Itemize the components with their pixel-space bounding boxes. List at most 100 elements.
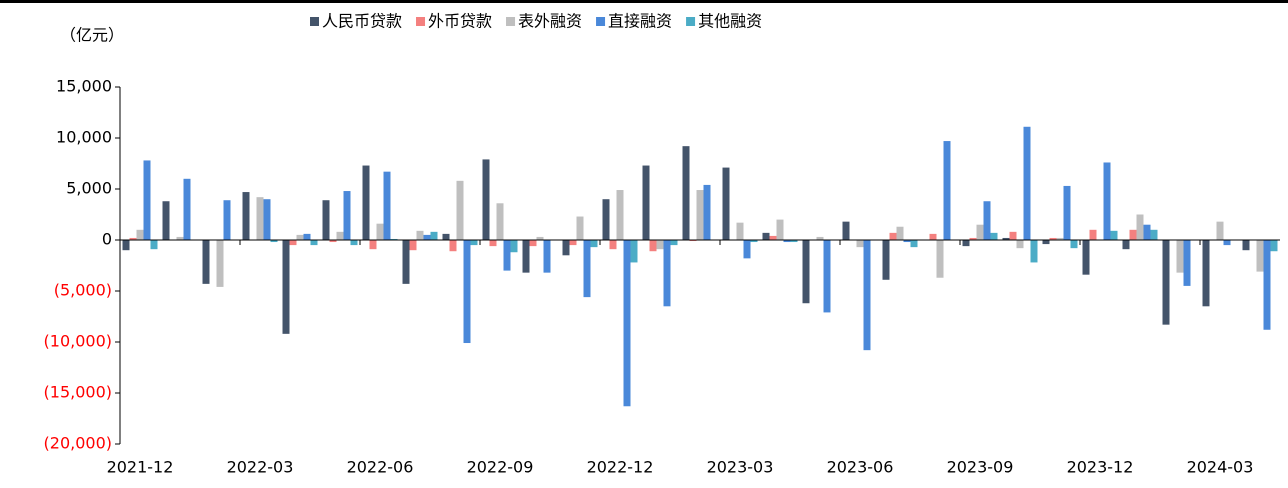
bar — [649, 240, 657, 252]
bar — [1056, 237, 1064, 240]
bar — [682, 146, 690, 240]
bar — [1136, 214, 1144, 240]
x-tick-label: 2023-09 — [947, 458, 1014, 477]
bar — [296, 234, 304, 240]
bar — [522, 240, 530, 273]
bar — [856, 240, 864, 248]
legend-swatch — [686, 17, 696, 26]
y-tick-label: (20,000) — [44, 434, 112, 453]
top-border — [0, 0, 1288, 3]
bar — [1150, 229, 1158, 240]
bar — [663, 240, 671, 307]
bar — [609, 240, 617, 250]
bar — [496, 203, 504, 240]
bar — [343, 191, 351, 240]
bar — [569, 240, 577, 246]
bar — [1070, 240, 1078, 249]
bar — [776, 219, 784, 240]
bar — [1030, 240, 1038, 263]
bar — [362, 165, 370, 240]
bar — [1002, 237, 1010, 240]
bar — [1063, 185, 1071, 240]
bar — [736, 222, 744, 240]
legend-label: 人民币贷款 — [322, 12, 402, 31]
bar — [1110, 230, 1118, 240]
bar — [303, 233, 311, 240]
bar — [402, 240, 410, 284]
bar — [1016, 240, 1024, 249]
legend-label: 外币贷款 — [428, 12, 492, 31]
bar — [943, 141, 951, 240]
bar — [623, 240, 631, 407]
bar — [310, 240, 318, 246]
bar — [1129, 229, 1137, 240]
bar — [656, 240, 664, 250]
bar — [1049, 237, 1057, 240]
bar — [590, 240, 598, 248]
bar — [543, 240, 551, 273]
bar — [470, 240, 478, 246]
bar — [1223, 240, 1231, 246]
x-tick-label: 2023-03 — [707, 458, 774, 477]
bar — [449, 240, 457, 252]
legend-swatch — [416, 17, 426, 26]
bar — [510, 240, 518, 253]
bar — [383, 171, 391, 240]
bar — [1263, 240, 1271, 330]
legend-label: 表外融资 — [518, 12, 582, 31]
bar — [1023, 126, 1031, 240]
bar — [642, 165, 650, 240]
bar — [802, 240, 810, 304]
legend-swatch — [596, 17, 606, 26]
bar — [670, 240, 678, 246]
bar — [882, 240, 890, 280]
bar — [143, 160, 151, 240]
bar — [270, 240, 278, 243]
bar — [463, 240, 471, 344]
bar — [242, 192, 250, 240]
bar — [223, 200, 231, 240]
bar — [976, 224, 984, 240]
bar — [1009, 231, 1017, 240]
bar — [602, 199, 610, 240]
x-tick-label: 2022-03 — [227, 458, 294, 477]
bar — [482, 159, 490, 240]
bar — [1162, 240, 1170, 325]
bar — [529, 240, 537, 247]
bar — [823, 240, 831, 313]
x-tick-label: 2022-12 — [587, 458, 654, 477]
bar — [750, 240, 758, 243]
bar — [409, 240, 417, 251]
bar — [962, 240, 970, 247]
bar — [703, 184, 711, 240]
x-tick-label: 2023-06 — [827, 458, 894, 477]
bar — [1202, 240, 1210, 307]
x-tick-label: 2021-12 — [107, 458, 174, 477]
bar — [536, 236, 544, 240]
y-tick-label: 10,000 — [56, 128, 112, 147]
bar — [442, 233, 450, 240]
bar — [1270, 240, 1278, 252]
bar — [863, 240, 871, 351]
bar — [430, 231, 438, 240]
bar — [769, 235, 777, 240]
bar — [263, 199, 271, 240]
y-tick-label: 15,000 — [56, 77, 112, 96]
bar — [1183, 240, 1191, 286]
x-tick-label: 2023-12 — [1067, 458, 1134, 477]
unit-label: （亿元） — [60, 26, 124, 45]
bar — [583, 240, 591, 298]
bar — [390, 238, 398, 240]
bar — [762, 232, 770, 240]
bar — [183, 178, 191, 240]
legend-label: 直接融资 — [608, 12, 672, 31]
bar — [1143, 224, 1151, 240]
bar — [983, 201, 991, 240]
bar — [903, 240, 911, 243]
bar — [896, 226, 904, 240]
bar — [790, 240, 798, 243]
x-tick-label: 2024-03 — [1187, 458, 1254, 477]
bar — [322, 200, 330, 240]
y-tick-label: 5,000 — [66, 179, 112, 198]
